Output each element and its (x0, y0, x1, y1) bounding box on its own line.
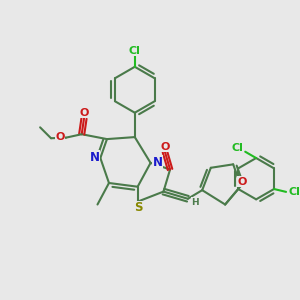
Text: H: H (191, 198, 199, 207)
Text: Cl: Cl (289, 187, 300, 197)
Text: O: O (238, 177, 247, 187)
Text: Cl: Cl (231, 143, 243, 153)
Text: N: N (90, 151, 100, 164)
Text: S: S (134, 201, 143, 214)
Text: O: O (79, 108, 89, 118)
Text: O: O (160, 142, 170, 152)
Text: N: N (152, 155, 162, 169)
Text: O: O (56, 132, 65, 142)
Text: Cl: Cl (129, 46, 141, 56)
